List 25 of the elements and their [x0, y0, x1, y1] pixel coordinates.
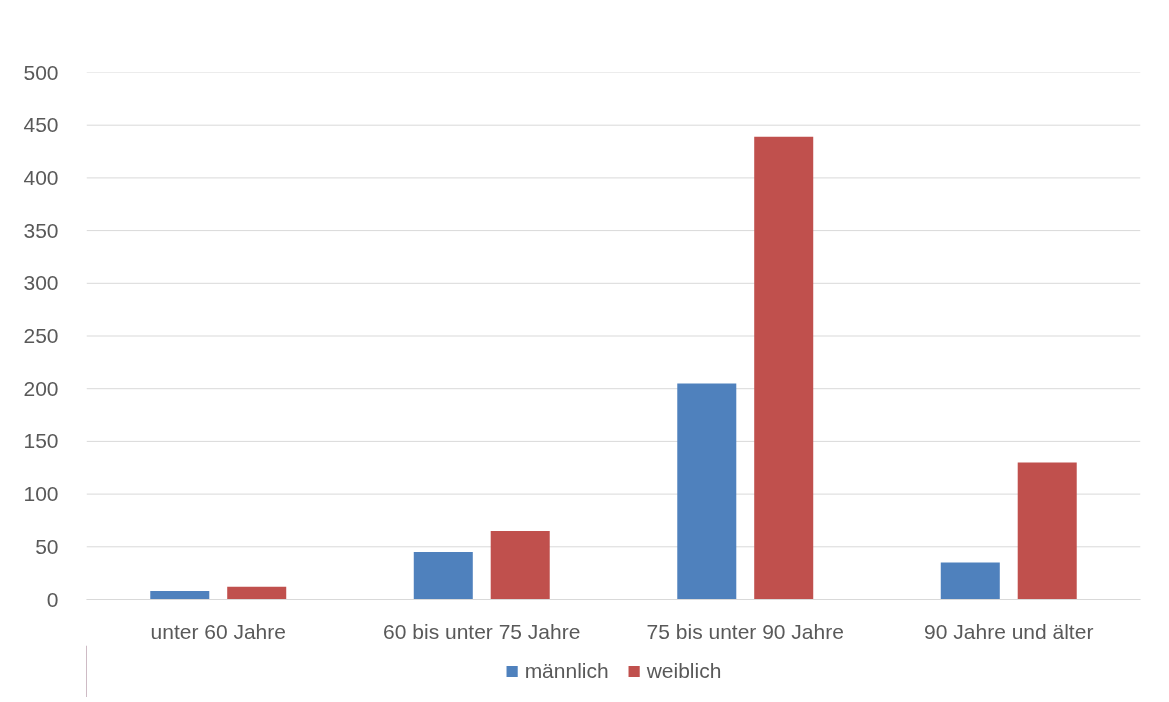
bar — [754, 136, 814, 600]
legend-label: männlich — [524, 659, 609, 683]
bar — [1017, 462, 1077, 600]
x-tick-label: 90 Jahre und älter — [924, 619, 1094, 643]
legend-label: weiblich — [646, 659, 722, 683]
bar — [227, 586, 287, 600]
y-tick-label: 0 — [46, 587, 59, 611]
y-tick-label: 150 — [23, 429, 59, 453]
y-tick-label: 350 — [23, 218, 59, 242]
bar — [490, 530, 550, 600]
bar — [150, 591, 210, 600]
x-tick-label: unter 60 Jahre — [150, 619, 286, 643]
y-tick-label: 200 — [23, 376, 59, 400]
y-tick-label: 300 — [23, 271, 59, 295]
bar — [940, 562, 1000, 600]
y-tick-label: 400 — [23, 165, 59, 189]
y-tick-label: 250 — [23, 324, 59, 347]
y-tick-label: 500 — [23, 60, 59, 84]
y-tick-label: 50 — [35, 534, 59, 558]
y-tick-label: 100 — [23, 482, 59, 506]
bar — [413, 552, 473, 600]
x-tick-label: 75 bis unter 90 Jahre — [646, 619, 844, 643]
y-tick-label: 450 — [23, 113, 59, 137]
x-tick-label: 60 bis unter 75 Jahre — [383, 619, 581, 643]
bar — [677, 383, 737, 600]
